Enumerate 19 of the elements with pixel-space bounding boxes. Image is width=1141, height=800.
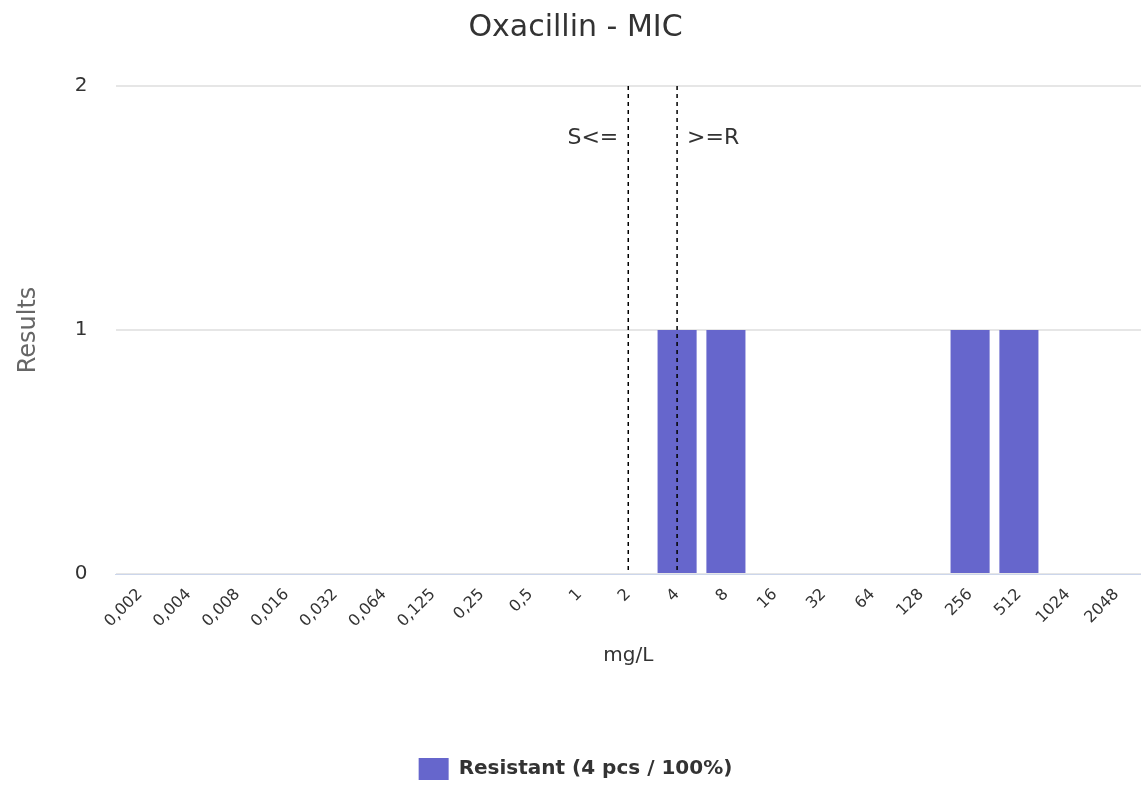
x-tick-label: 2 <box>613 584 635 605</box>
x-tick-label: 512 <box>989 584 1025 620</box>
x-tick-label: 0,5 <box>504 584 537 616</box>
x-tick-label: 128 <box>891 584 928 620</box>
y-axis-title: Results <box>12 286 41 374</box>
x-tick-label: 64 <box>850 584 879 612</box>
x-axis-title: mg/L <box>603 642 655 667</box>
ref-line-label: >=R <box>687 123 740 149</box>
legend-label: Resistant (4 pcs / 100%) <box>458 755 733 780</box>
x-tick-label: 1 <box>564 584 586 605</box>
ref-line-label: S<= <box>567 123 619 149</box>
chart-title: Oxacillin - MIC <box>468 7 683 43</box>
x-tick-label: 4 <box>662 584 683 605</box>
y-tick-label: 1 <box>74 316 88 341</box>
x-tick-label: 32 <box>801 584 830 612</box>
x-tick-label: 8 <box>711 584 732 605</box>
y-tick-label: 2 <box>74 72 88 97</box>
y-tick-label: 0 <box>74 560 88 585</box>
x-tick-label: 16 <box>752 584 781 612</box>
